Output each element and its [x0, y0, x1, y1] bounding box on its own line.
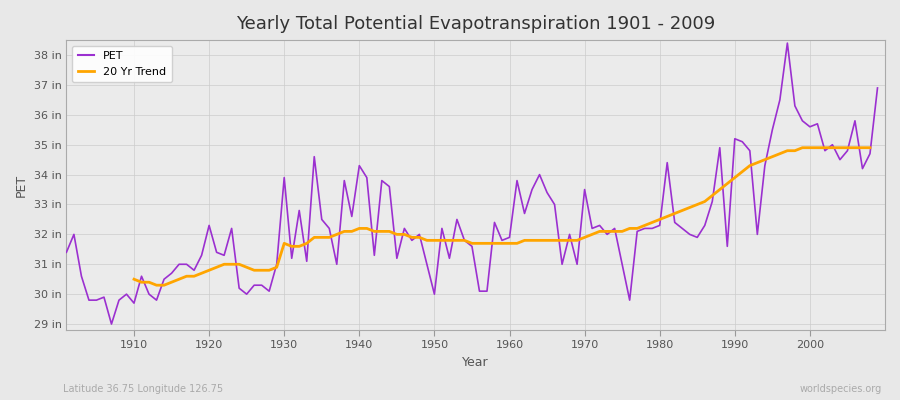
Text: worldspecies.org: worldspecies.org	[800, 384, 882, 394]
Legend: PET, 20 Yr Trend: PET, 20 Yr Trend	[72, 46, 172, 82]
X-axis label: Year: Year	[463, 356, 489, 369]
Title: Yearly Total Potential Evapotranspiration 1901 - 2009: Yearly Total Potential Evapotranspiratio…	[236, 15, 716, 33]
Text: Latitude 36.75 Longitude 126.75: Latitude 36.75 Longitude 126.75	[63, 384, 223, 394]
Y-axis label: PET: PET	[15, 174, 28, 197]
